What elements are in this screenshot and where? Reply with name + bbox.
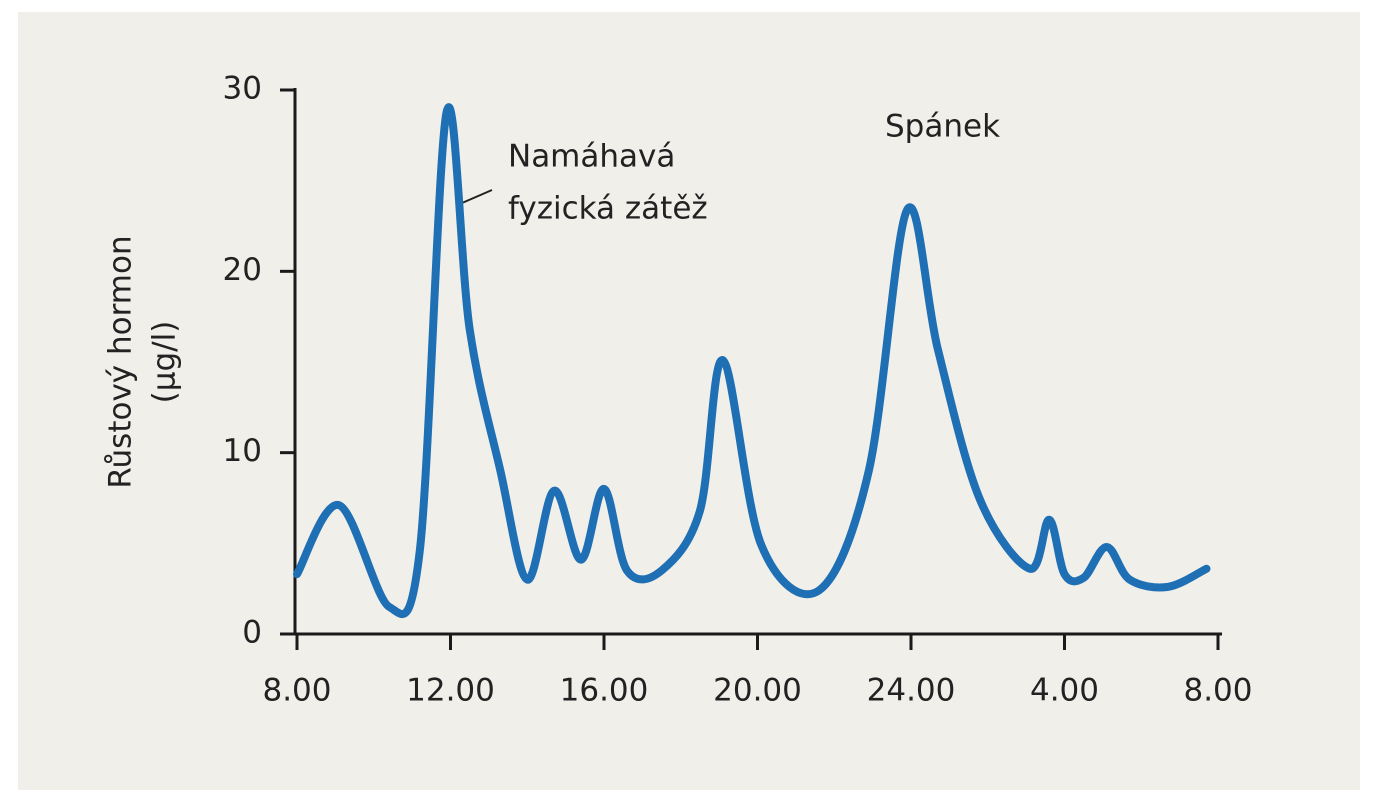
data-line xyxy=(293,103,1211,618)
x-tick-label: 12.00 xyxy=(406,673,495,709)
y-tick-label: 20 xyxy=(223,252,262,288)
annotation: Spánek xyxy=(885,109,1000,145)
x-tick-label: 4.00 xyxy=(1030,673,1099,709)
annotation: fyzická zátěž xyxy=(508,191,708,227)
panel xyxy=(18,12,1360,790)
x-tick-label: 8.00 xyxy=(1183,673,1252,709)
annotation-leader xyxy=(461,189,493,204)
y-tick-label: 10 xyxy=(223,433,262,469)
y-axis-label: (µg/l) xyxy=(147,321,183,404)
y-axis-label: Růstový hormon xyxy=(103,235,139,488)
y-tick-label: 30 xyxy=(223,71,262,107)
x-tick-label: 16.00 xyxy=(560,673,649,709)
x-tick-label: 20.00 xyxy=(713,673,802,709)
x-tick-label: 24.00 xyxy=(867,673,956,709)
x-tick-label: 8.00 xyxy=(262,673,331,709)
annotation: Namáhavá xyxy=(508,139,675,175)
y-tick-label: 0 xyxy=(242,615,262,651)
